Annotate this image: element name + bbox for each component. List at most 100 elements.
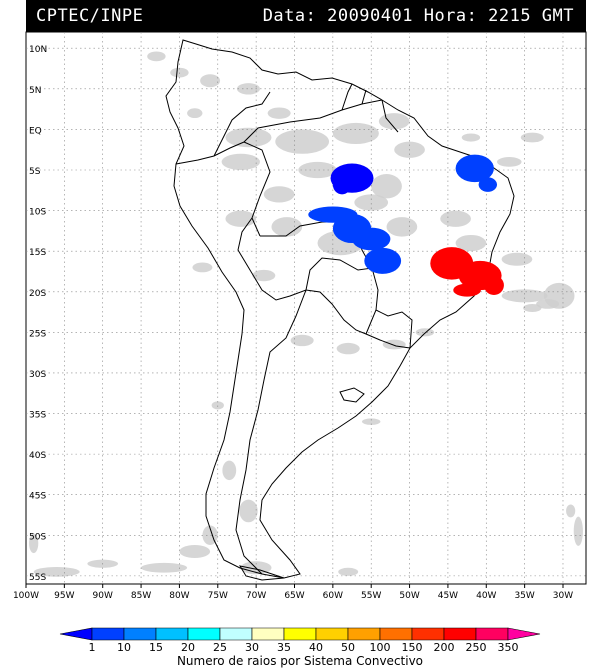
lat-tick-label: 40S (29, 451, 46, 461)
legend-swatch (475, 627, 509, 641)
cloud-patch (187, 108, 203, 119)
legend-label: 1 (89, 641, 96, 654)
cloud-patch (147, 51, 166, 62)
legend-swatch (379, 627, 413, 641)
cloud-patch (29, 533, 39, 554)
cloud-patch (461, 133, 481, 142)
lat-tick-label: 25S (29, 329, 46, 339)
lon-tick-label: 85W (131, 591, 151, 601)
cloud-patch (332, 122, 379, 145)
legend-label: 35 (277, 641, 291, 654)
falkland-islands (339, 387, 365, 403)
lat-tick-label: 20S (29, 289, 46, 299)
legend-label: 25 (213, 641, 227, 654)
lon-tick-label: 50W (399, 591, 419, 601)
legend-label: 50 (341, 641, 355, 654)
cloud-patch (236, 83, 260, 95)
lat-tick-label: 10S (29, 208, 46, 218)
longitude-labels: 100W 95W 90W 85W 80W 75W 70W 65W 60W 55W 50W 45W 40W… (13, 584, 573, 601)
cloud-patch (573, 516, 583, 546)
lon-tick-label: 45W (438, 591, 458, 601)
cloud-patch (222, 460, 237, 481)
cloud-patch (520, 132, 544, 143)
cloud-patch (298, 161, 337, 179)
legend-label: 200 (434, 641, 455, 654)
legend-label: 10 (117, 641, 131, 654)
lon-tick-label: 80W (169, 591, 189, 601)
cloud-patch (501, 252, 533, 266)
legend-swatch (59, 627, 93, 641)
lightning-cluster (478, 177, 498, 192)
legend-label: 40 (309, 641, 323, 654)
cloud-patch (275, 129, 330, 154)
lat-tick-label: 30S (29, 370, 46, 380)
lat-tick-label: 5N (29, 86, 41, 96)
cloud-patch (141, 562, 188, 573)
cloud-patch (501, 289, 548, 303)
lon-tick-label: 30W (553, 591, 573, 601)
lon-tick-label: 75W (208, 591, 228, 601)
map-frame (25, 31, 587, 585)
legend-swatch (91, 627, 125, 641)
legend-label: 15 (149, 641, 163, 654)
legend-swatch (155, 627, 189, 641)
legend-swatch (219, 627, 253, 641)
legend-label: 150 (402, 641, 423, 654)
cloud-patch (362, 418, 381, 425)
cloud-patch (239, 499, 258, 523)
cloud-patch (267, 107, 291, 119)
lon-tick-label: 95W (54, 591, 74, 601)
legend-label: 100 (370, 641, 391, 654)
legend-swatch (411, 627, 445, 641)
cloud-patch (497, 157, 522, 167)
map-header: CPTEC/INPE Data: 20090401 Hora: 2215 GMT (26, 0, 586, 32)
lightning-clusters (308, 154, 504, 297)
lightning-cluster (453, 283, 481, 297)
legend-label: 30 (245, 641, 259, 654)
cloud-patch (455, 234, 487, 252)
lon-tick-label: 60W (323, 591, 343, 601)
lightning-cluster (352, 227, 391, 251)
cloud-patch (271, 217, 303, 237)
datetime-label: Data: 20090401 Hora: 2215 GMT (262, 6, 574, 26)
cloud-patch (200, 74, 221, 88)
color-legend: 1 10 15 20 25 30 35 40 50 100 150 200 250 350 (59, 627, 541, 654)
cloud-patch (263, 186, 295, 203)
cloud-patch (252, 269, 276, 282)
cloud-patch (179, 545, 211, 559)
cloud-patch (354, 194, 389, 211)
legend-swatch (443, 627, 477, 641)
lat-tick-label: 5S (29, 167, 41, 177)
lon-tick-label: 35W (514, 591, 534, 601)
legend-swatch (251, 627, 285, 641)
cloud-patch (336, 342, 360, 355)
legend-label: 250 (466, 641, 487, 654)
legend-label: 350 (498, 641, 519, 654)
lat-tick-label: EQ (29, 126, 42, 136)
legend-swatch (347, 627, 381, 641)
legend-swatch (123, 627, 157, 641)
cloud-patch (566, 504, 576, 518)
lon-tick-label: 40W (476, 591, 496, 601)
lightning-cluster (483, 275, 504, 296)
cloud-patch (338, 567, 359, 576)
legend-swatch (283, 627, 317, 641)
cloud-patch (378, 113, 410, 130)
cloud-patch (536, 299, 560, 309)
lon-tick-label: 90W (93, 591, 113, 601)
cloud-patch (440, 210, 471, 227)
lat-tick-label: 10N (29, 45, 47, 55)
legend-swatch (507, 627, 541, 641)
legend-swatch (187, 627, 221, 641)
cloud-patch (211, 401, 224, 410)
cloud-patch (290, 334, 314, 347)
lat-tick-label: 45S (29, 492, 46, 502)
lightning-cluster (364, 247, 402, 274)
cloud-patch (33, 566, 80, 577)
tierra-del-fuego (238, 565, 285, 581)
lat-tick-label: 35S (29, 411, 46, 421)
lightning-cluster (332, 174, 352, 195)
cloud-patch (192, 262, 213, 273)
cloud-patch (523, 303, 542, 313)
